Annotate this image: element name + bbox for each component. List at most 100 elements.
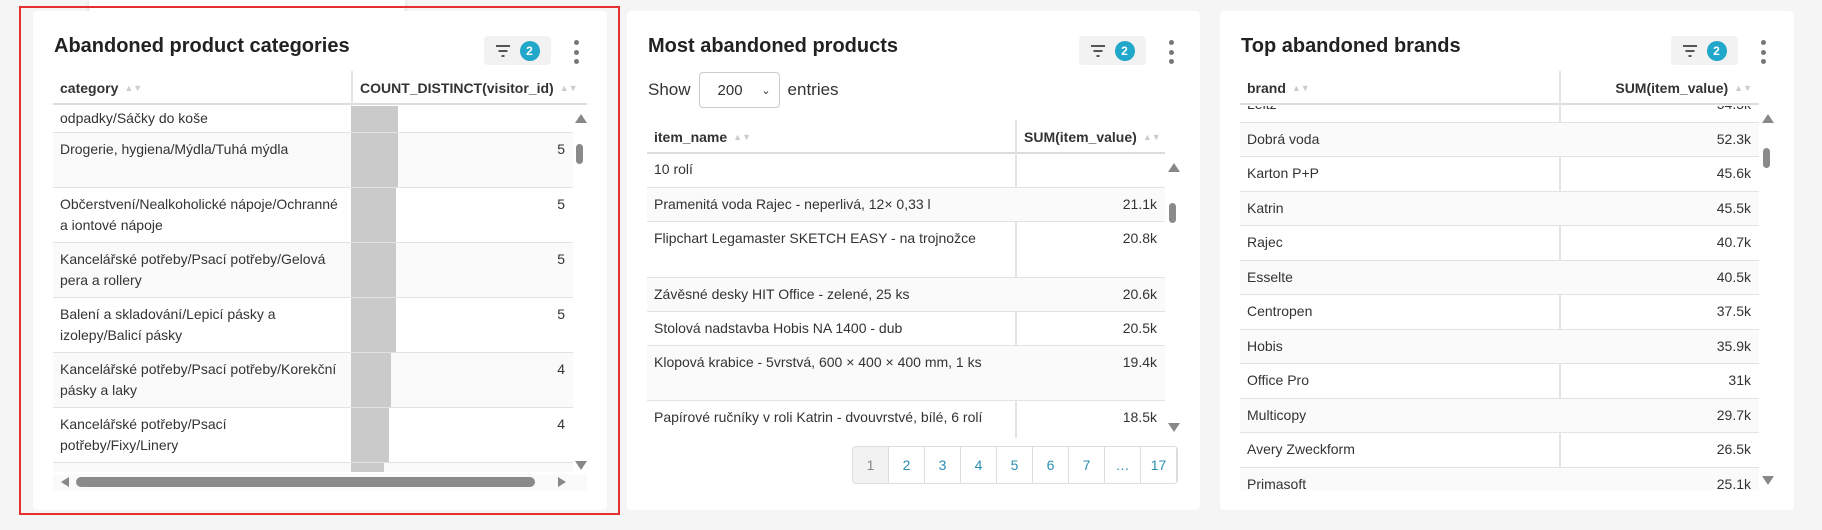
filter-icon	[1682, 44, 1697, 57]
table-row[interactable]: Office Pro 31k	[1240, 364, 1759, 399]
item-name-cell: Stolová nadstavba Hobis NA 1400 - dub	[654, 320, 903, 336]
page-button[interactable]: 3	[925, 447, 961, 483]
sort-icon: ▲▼	[124, 82, 143, 93]
page-button[interactable]: 17	[1141, 447, 1177, 483]
scroll-up-icon[interactable]	[1762, 114, 1774, 123]
pagination: 1 2 3 4 5 6 7… 17	[852, 446, 1178, 484]
category-cell: Kancelářské potřeby/Psací potřeby/Gelová…	[60, 251, 326, 288]
scroll-thumb[interactable]	[1763, 148, 1770, 168]
page-button[interactable]: 6	[1033, 447, 1069, 483]
count-value: 5	[557, 196, 565, 212]
count-bar	[351, 133, 398, 187]
sort-icon: ▲▼	[1142, 131, 1161, 142]
show-label: Show	[648, 80, 691, 99]
entries-select[interactable]: 200 ⌄	[698, 72, 780, 108]
table-row[interactable]: Kancelářské potřeby/Psací potřeby/Gelová…	[53, 243, 573, 298]
category-cell: Občerstvení/Nealkoholické nápoje/Ochrann…	[60, 196, 338, 233]
sum-cell: 25.1k	[1716, 475, 1751, 491]
table-row[interactable]: Flipchart Legamaster SKETCH EASY - na tr…	[647, 222, 1165, 278]
page-button[interactable]: 2	[889, 447, 925, 483]
scroll-down-icon[interactable]	[575, 461, 587, 470]
count-cell: 4	[351, 353, 573, 407]
sum-cell: 29.7k	[1716, 406, 1751, 423]
filter-button[interactable]: 2	[484, 36, 551, 65]
count-bar	[351, 106, 398, 132]
more-options-icon[interactable]	[1166, 40, 1176, 64]
table-row[interactable]: Balení a skladování/Lepicí pásky a izole…	[53, 298, 573, 353]
column-header-brand[interactable]: brand ▲▼	[1240, 71, 1317, 105]
table-row[interactable]: Pramenitá voda Rajec - neperlivá, 12× 0,…	[647, 188, 1165, 222]
filter-count-badge: 2	[1706, 40, 1727, 61]
table-row[interactable]: Papírové ručníky v roli Katrin - dvouvrs…	[647, 401, 1165, 438]
table-row[interactable]: Rajec 40.7k	[1240, 226, 1759, 261]
entries-value: 200	[717, 81, 743, 99]
brand-cell: Avery Zweckform	[1247, 441, 1355, 457]
page-button[interactable]: 7	[1069, 447, 1105, 483]
table-row[interactable]: Drogerie, hygiena/Mýdla/Tuhá mýdla 5	[53, 133, 573, 188]
table-row[interactable]: Závěsné desky HIT Office - zelené, 25 ks…	[647, 278, 1165, 312]
brand-cell: Centropen	[1247, 303, 1313, 319]
horizontal-scrollbar[interactable]	[53, 474, 587, 490]
table-row[interactable]: Klopová krabice - 5vrstvá, 600 × 400 × 4…	[647, 346, 1165, 401]
sum-cell: 19.4k	[1122, 354, 1157, 370]
column-header-sum[interactable]: SUM(item_value) ▲▼	[1017, 120, 1168, 154]
table-row[interactable]: Leitz54.5k	[1240, 106, 1759, 123]
category-cell: Drogerie, hygiena/Mýdla/Tuhá mýdla	[60, 141, 289, 157]
filter-button[interactable]: 2	[1079, 36, 1146, 65]
sum-cell: 52.3k	[1716, 130, 1751, 147]
brand-cell: Leitz	[1240, 106, 1558, 122]
count-cell	[351, 106, 573, 132]
table-header: brand ▲▼ SUM(item_value) ▲▼	[1240, 71, 1759, 105]
table-row[interactable]: 10 rolí	[647, 155, 1165, 188]
table-row[interactable]: Esselte 40.5k	[1240, 260, 1759, 295]
table-row[interactable]: Primasoft 25.1k	[1240, 467, 1759, 491]
filter-button[interactable]: 2	[1671, 36, 1738, 65]
table-row[interactable]: Kancelářské potřeby/Psací 4	[53, 463, 573, 472]
sum-cell: 18.5k	[1122, 409, 1157, 425]
more-options-icon[interactable]	[571, 40, 581, 64]
page-button[interactable]: …	[1105, 447, 1141, 483]
filter-count-badge: 2	[519, 40, 540, 61]
table-row[interactable]: Občerstvení/Nealkoholické nápoje/Ochrann…	[53, 188, 573, 243]
scroll-up-icon[interactable]	[575, 114, 587, 123]
table-row[interactable]: Katrin 45.5k	[1240, 191, 1759, 226]
filter-icon	[495, 44, 510, 57]
table-row[interactable]: Stolová nadstavba Hobis NA 1400 - dub 20.…	[647, 312, 1165, 346]
column-header-sum[interactable]: SUM(item_value) ▲▼	[1608, 71, 1759, 105]
column-header-count[interactable]: COUNT_DISTINCT(visitor_id) ▲▼	[353, 71, 585, 105]
scroll-thumb[interactable]	[576, 144, 583, 164]
scroll-thumb[interactable]	[1169, 203, 1176, 223]
column-header-item-name[interactable]: item_name ▲▼	[647, 120, 758, 154]
scroll-up-icon[interactable]	[1168, 163, 1180, 172]
column-label: COUNT_DISTINCT(visitor_id)	[360, 80, 554, 96]
page-button[interactable]: 1	[853, 447, 889, 483]
sum-cell	[1015, 155, 1165, 187]
column-label: category	[60, 80, 119, 96]
table-row[interactable]: Multicopy 29.7k	[1240, 398, 1759, 433]
scroll-left-icon[interactable]	[61, 477, 69, 487]
table-row[interactable]: Centropen 37.5k	[1240, 295, 1759, 330]
table-row[interactable]: Kancelářské potřeby/Psací potřeby/Korekč…	[53, 353, 573, 408]
count-bar	[351, 243, 397, 297]
table-row[interactable]: Dobrá voda 52.3k	[1240, 122, 1759, 157]
table-row[interactable]: odpadky/Sáčky do koše	[53, 106, 573, 133]
more-options-icon[interactable]	[1758, 40, 1768, 64]
column-header-category[interactable]: category ▲▼	[53, 71, 149, 105]
sum-cell: 31k	[1728, 372, 1751, 388]
page-button[interactable]: 5	[997, 447, 1033, 483]
table-row[interactable]: Avery Zweckform 26.5k	[1240, 433, 1759, 468]
scroll-down-icon[interactable]	[1762, 476, 1774, 485]
table-row[interactable]: Kancelářské potřeby/Psací potřeby/Fixy/L…	[53, 408, 573, 463]
vertical-scrollbar[interactable]	[1760, 106, 1774, 490]
scroll-down-icon[interactable]	[1168, 423, 1180, 432]
scroll-right-icon[interactable]	[558, 477, 566, 487]
vertical-scrollbar[interactable]	[1166, 155, 1180, 438]
category-cell: Kancelářské potřeby/Psací	[53, 463, 351, 472]
page-button[interactable]: 4	[961, 447, 997, 483]
vertical-scrollbar[interactable]	[573, 106, 587, 472]
scroll-thumb[interactable]	[76, 477, 535, 487]
category-cell: Kancelářské potřeby/Psací potřeby/Korekč…	[60, 361, 337, 398]
table-row[interactable]: Hobis 35.9k	[1240, 329, 1759, 364]
column-label: SUM(item_value)	[1615, 80, 1729, 96]
table-row[interactable]: Karton P+P 45.6k	[1240, 157, 1759, 192]
